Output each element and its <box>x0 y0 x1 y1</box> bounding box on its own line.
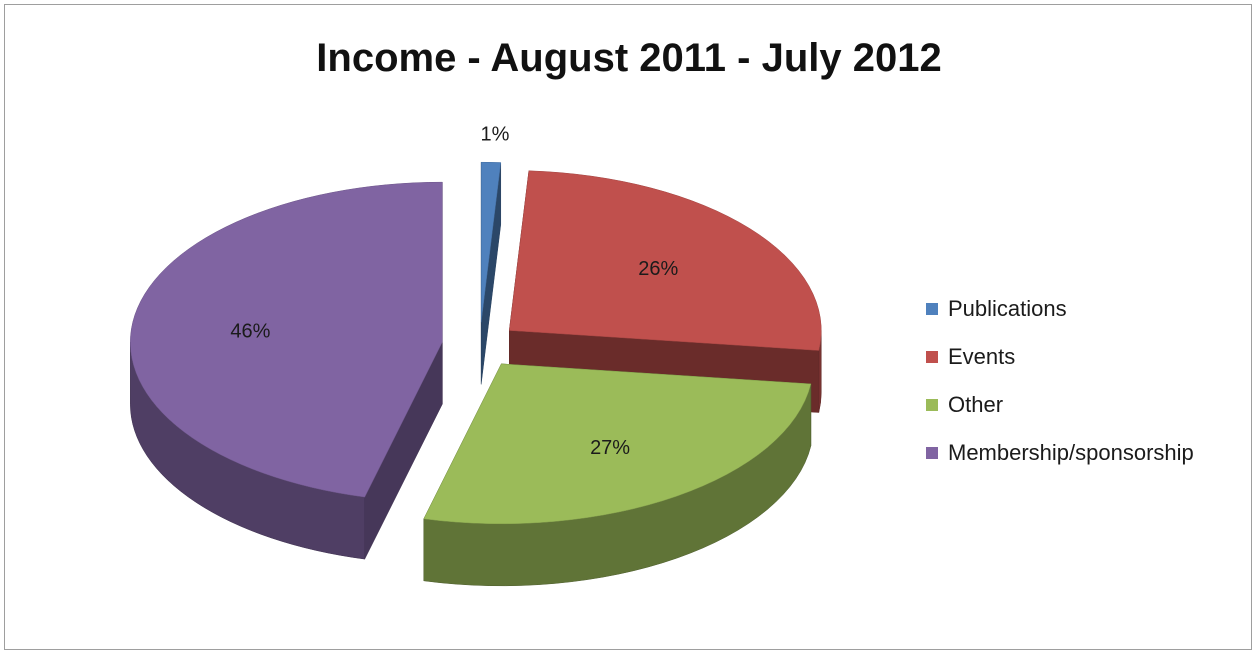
legend-item-events: Events <box>926 333 1246 381</box>
legend-label-events: Events <box>948 344 1016 369</box>
pie-slice-publications <box>480 161 502 385</box>
data-label-other: 27% <box>590 437 630 459</box>
legend-swatch-other <box>926 399 938 411</box>
legend-swatch-publications <box>926 303 938 315</box>
data-label-publications: 1% <box>481 123 510 145</box>
legend-swatch-events <box>926 351 938 363</box>
data-label-events: 26% <box>638 258 678 280</box>
legend-label-other: Other <box>948 392 1004 417</box>
legend-item-publications: Publications <box>926 285 1246 333</box>
chart-title: Income - August 2011 - July 2012 <box>316 36 942 80</box>
legend-label-membership-sponsorship: Membership/sponsorship <box>948 440 1194 465</box>
data-label-membership-sponsorship: 46% <box>230 321 270 343</box>
pie-slice-other <box>423 363 812 587</box>
legend-swatch-membership-sponsorship <box>926 447 938 459</box>
pie-slice-membership-sponsorship <box>130 181 443 560</box>
legend: Publications Events Other Membership/sponso… <box>926 285 1246 477</box>
legend-label-publications: Publications <box>948 296 1067 321</box>
legend-item-other: Other <box>926 381 1246 429</box>
legend-item-membership-sponsorship: Membership/sponsorship <box>926 429 1246 477</box>
